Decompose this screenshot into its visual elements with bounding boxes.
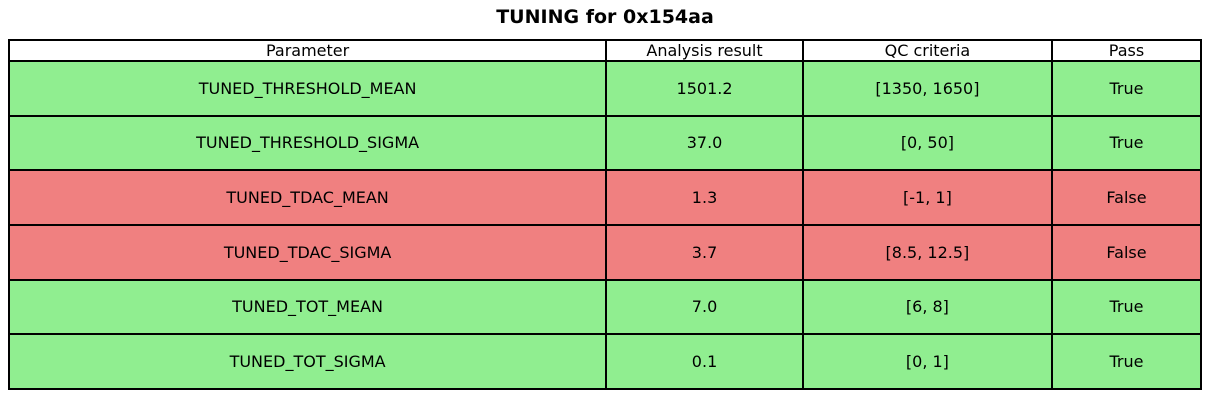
result-cell: 1501.2	[605, 60, 804, 117]
result-cell: 1.3	[605, 169, 804, 226]
table-row: TUNED_TOT_SIGMA 0.1 [0, 1] True	[7, 333, 1203, 390]
table-row: TUNED_TDAC_MEAN 1.3 [-1, 1] False	[7, 169, 1203, 226]
qc-results-table: Parameter Analysis result QC criteria Pa…	[7, 39, 1203, 390]
criteria-cell: [8.5, 12.5]	[801, 223, 1053, 281]
result-cell: 7.0	[605, 278, 804, 336]
col-header-parameter: Parameter	[7, 39, 608, 62]
criteria-cell: [0, 50]	[801, 114, 1053, 172]
criteria-cell: [6, 8]	[801, 278, 1053, 336]
criteria-cell: [0, 1]	[801, 333, 1053, 390]
table-row: TUNED_TDAC_SIGMA 3.7 [8.5, 12.5] False	[7, 223, 1203, 281]
figure-title: TUNING for 0x154aa	[496, 6, 714, 28]
pass-cell: False	[1050, 223, 1203, 281]
criteria-cell: [-1, 1]	[801, 169, 1053, 226]
pass-cell: True	[1050, 333, 1203, 390]
result-cell: 3.7	[605, 223, 804, 281]
param-cell: TUNED_TOT_MEAN	[7, 278, 608, 336]
param-cell: TUNED_TDAC_MEAN	[7, 169, 608, 226]
pass-cell: False	[1050, 169, 1203, 226]
result-cell: 37.0	[605, 114, 804, 172]
table-row: TUNED_TOT_MEAN 7.0 [6, 8] True	[7, 278, 1203, 336]
result-cell: 0.1	[605, 333, 804, 390]
col-header-pass: Pass	[1050, 39, 1203, 62]
criteria-cell: [1350, 1650]	[801, 60, 1053, 117]
header-row: Parameter Analysis result QC criteria Pa…	[7, 39, 1203, 62]
pass-cell: True	[1050, 60, 1203, 117]
pass-cell: True	[1050, 278, 1203, 336]
table-row: TUNED_THRESHOLD_SIGMA 37.0 [0, 50] True	[7, 114, 1203, 172]
pass-cell: True	[1050, 114, 1203, 172]
param-cell: TUNED_THRESHOLD_MEAN	[7, 60, 608, 117]
table-row: TUNED_THRESHOLD_MEAN 1501.2 [1350, 1650]…	[7, 60, 1203, 117]
col-header-analysis-result: Analysis result	[605, 39, 804, 62]
param-cell: TUNED_THRESHOLD_SIGMA	[7, 114, 608, 172]
col-header-qc-criteria: QC criteria	[801, 39, 1053, 62]
param-cell: TUNED_TDAC_SIGMA	[7, 223, 608, 281]
param-cell: TUNED_TOT_SIGMA	[7, 333, 608, 390]
